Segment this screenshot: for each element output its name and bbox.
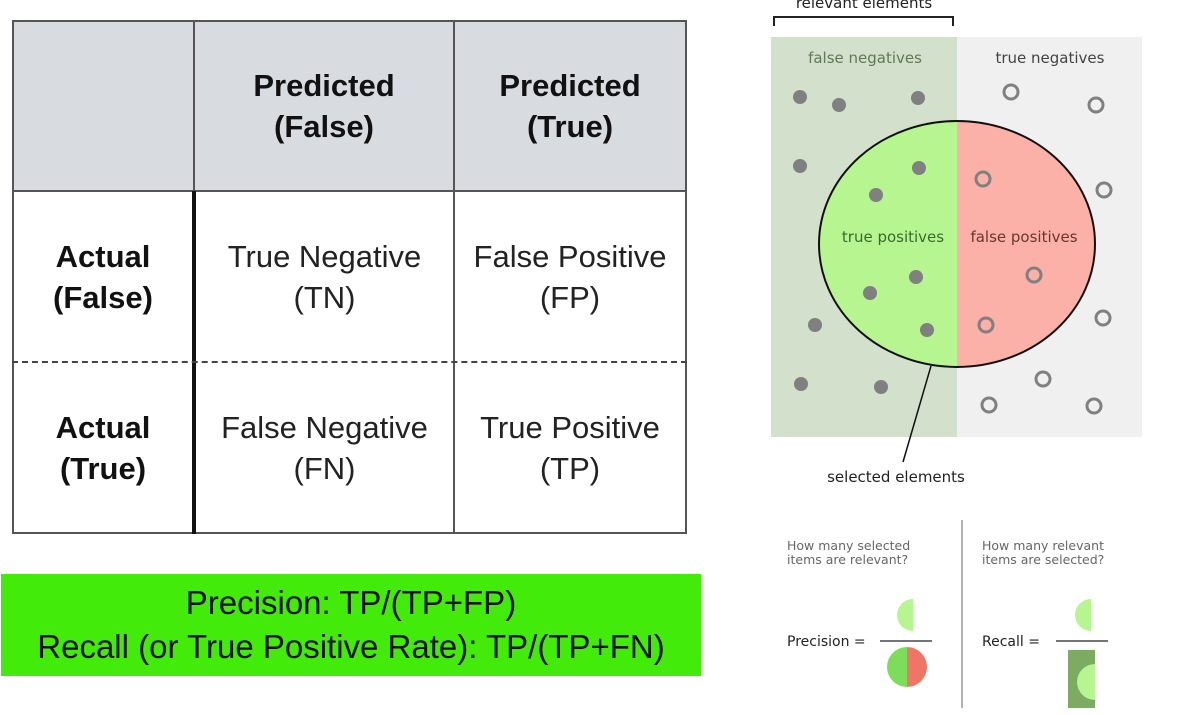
- dot: [977, 316, 995, 334]
- row-header-actual-true: Actual (True): [14, 363, 192, 532]
- dot: [909, 270, 923, 284]
- dot: [920, 323, 934, 337]
- row-header-line-1: Actual: [55, 409, 151, 445]
- header-divider: [12, 190, 687, 192]
- cell-line-1: True Positive: [480, 409, 660, 445]
- selected-ellipse: [818, 120, 1096, 368]
- cell-false-positive: False Positive (FP): [455, 192, 685, 361]
- dot: [874, 380, 888, 394]
- recall-numerator-icon: [1075, 599, 1091, 631]
- header-background: [12, 20, 687, 191]
- dot: [794, 377, 808, 391]
- irrelevant-dots: [974, 83, 1113, 415]
- dot: [793, 159, 807, 173]
- cell-line-2: (FP): [539, 279, 601, 315]
- dot: [808, 318, 822, 332]
- column-header-line-2: (False): [274, 108, 374, 144]
- precision-denominator-icon: [887, 647, 927, 687]
- cell-line-2: (TN): [293, 279, 356, 315]
- selected-elements-label: selected elements: [827, 468, 965, 486]
- relevant-dots: [793, 90, 934, 394]
- diagram-svg: relevant elements false negatives true n…: [771, 0, 1142, 708]
- relevant-elements-label: relevant elements: [796, 0, 933, 12]
- precision-formula: Precision: TP/(TP+FP): [185, 584, 517, 621]
- cell-line-1: False Positive: [473, 238, 667, 274]
- cell-line-2: (FN): [293, 450, 356, 486]
- cell-line-1: False Negative: [221, 409, 428, 445]
- table-border-bottom: [12, 532, 687, 534]
- true-positives-label: true positives: [842, 228, 944, 246]
- row-header-line-2: (True): [59, 450, 147, 486]
- row-header-line-2: (False): [53, 279, 153, 315]
- dot: [863, 286, 877, 300]
- cell-false-negative: False Negative (FN): [196, 363, 453, 532]
- dot: [911, 91, 925, 105]
- cell-true-negative: True Negative (TN): [196, 192, 453, 361]
- recall-formula: Recall (or True Positive Rate): TP/(TP+F…: [37, 628, 665, 665]
- dot: [1094, 309, 1112, 327]
- precision-question-line-2: items are relevant?: [787, 552, 908, 567]
- table-border-left: [12, 20, 14, 534]
- cell-true-positive: True Positive (TP): [455, 363, 685, 532]
- recall-question-line-1: How many relevant: [982, 538, 1104, 553]
- dot: [1025, 266, 1043, 284]
- table-border-right: [685, 20, 687, 534]
- dot: [1002, 83, 1020, 101]
- dot: [869, 188, 883, 202]
- column-header-line-1: Predicted: [253, 67, 395, 103]
- precision-numerator-icon: [897, 599, 913, 631]
- column-header-predicted-true: Predicted (True): [455, 20, 685, 191]
- dot: [832, 98, 846, 112]
- formula-banner: Precision: TP/(TP+FP) Recall (or True Po…: [1, 574, 701, 676]
- relevant-bracket: [773, 16, 954, 26]
- column-header-line-2: (True): [526, 108, 614, 144]
- false-positives-label: false positives: [970, 228, 1077, 246]
- precision-label: Precision =: [787, 634, 866, 650]
- dot: [912, 161, 926, 175]
- dot: [793, 90, 807, 104]
- dot: [1095, 181, 1113, 199]
- dot: [974, 170, 992, 188]
- row-header-actual-false: Actual (False): [14, 192, 192, 361]
- precision-recall-diagram: relevant elements false negatives true n…: [760, 0, 1160, 710]
- dot: [1087, 96, 1105, 114]
- false-negatives-label: false negatives: [808, 49, 922, 67]
- column-header-line-1: Predicted: [499, 67, 641, 103]
- selected-pointer-line: [902, 365, 932, 463]
- dot: [980, 396, 998, 414]
- recall-label: Recall =: [982, 634, 1040, 650]
- row-header-line-1: Actual: [55, 238, 151, 274]
- dot: [1034, 370, 1052, 388]
- precision-question-line-1: How many selected: [787, 538, 910, 553]
- true-negatives-label: true negatives: [996, 49, 1105, 67]
- column-divider-1: [193, 20, 195, 191]
- confusion-matrix: Predicted (False) Predicted (True) Actua…: [12, 20, 687, 534]
- column-header-predicted-false: Predicted (False): [195, 20, 453, 191]
- cell-line-1: True Negative: [227, 238, 422, 274]
- recall-question-line-2: items are selected?: [982, 552, 1104, 567]
- table-border-top: [12, 20, 687, 22]
- cell-line-2: (TP): [539, 450, 601, 486]
- column-divider-2: [453, 20, 455, 534]
- dot: [1085, 397, 1103, 415]
- row-divider-dashed: [12, 361, 687, 363]
- recall-denominator-icon: [1068, 650, 1095, 708]
